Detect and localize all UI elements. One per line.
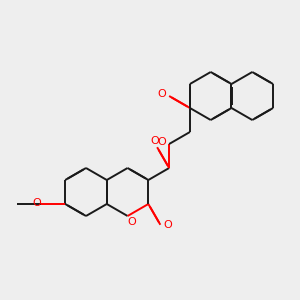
Text: O: O [158, 137, 167, 147]
Text: O: O [33, 198, 42, 208]
Text: O: O [158, 89, 167, 99]
Text: O: O [163, 220, 172, 230]
Text: O: O [127, 217, 136, 227]
Text: O: O [151, 136, 160, 146]
